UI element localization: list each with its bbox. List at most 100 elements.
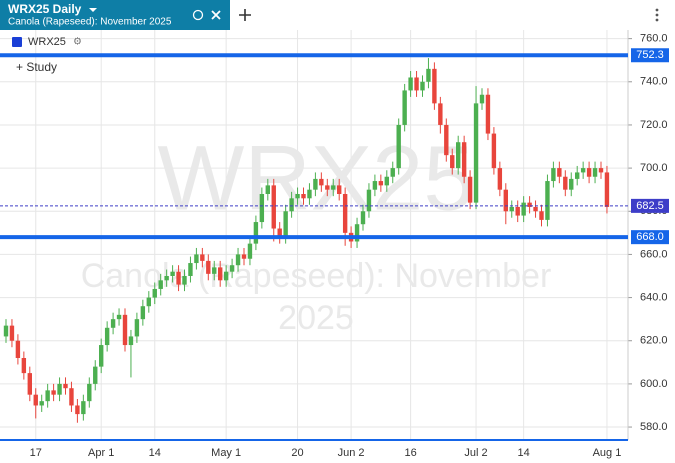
candle-body bbox=[527, 202, 532, 207]
y-tick-label: 720.0 bbox=[640, 119, 668, 131]
candle-body bbox=[325, 185, 330, 190]
candle-body bbox=[467, 176, 473, 203]
candle-body bbox=[45, 390, 50, 402]
candle-body bbox=[402, 90, 407, 125]
candle-body bbox=[188, 263, 193, 276]
settings-icon[interactable]: ⚙ bbox=[73, 37, 82, 48]
candle-body bbox=[301, 194, 306, 199]
candle-body bbox=[81, 401, 86, 415]
y-tick-label: 760.0 bbox=[640, 33, 668, 45]
level-label-box bbox=[631, 48, 669, 63]
candle-body bbox=[586, 168, 592, 177]
candle-body bbox=[158, 280, 163, 289]
candle-body bbox=[438, 103, 443, 125]
candle-body bbox=[545, 181, 550, 220]
candle-body bbox=[223, 271, 229, 281]
candle-body bbox=[479, 94, 485, 104]
level-label-box bbox=[631, 230, 669, 245]
candle-body bbox=[444, 124, 449, 156]
candle-body bbox=[342, 194, 348, 233]
candle-body bbox=[69, 388, 74, 406]
candle-body bbox=[57, 383, 62, 395]
watermark-text: 2025 bbox=[278, 299, 354, 337]
candle-body bbox=[247, 243, 253, 259]
candle-body bbox=[503, 189, 508, 212]
study-button[interactable]: + Study bbox=[16, 60, 57, 74]
add-tab-button[interactable] bbox=[239, 9, 251, 21]
candle-body bbox=[390, 168, 395, 177]
candle-body bbox=[176, 271, 181, 285]
candle-body bbox=[146, 297, 151, 307]
candle-body bbox=[414, 77, 419, 91]
candle-body bbox=[557, 168, 562, 177]
candle-body bbox=[319, 178, 324, 186]
watermark: WRX25 Canola (Rapeseed): November 2025 bbox=[81, 127, 552, 337]
candle-body bbox=[307, 189, 312, 199]
close-button[interactable] bbox=[211, 10, 221, 20]
x-tick-label: 17 bbox=[30, 447, 42, 459]
candle-body bbox=[259, 194, 265, 223]
candle-body bbox=[9, 325, 15, 341]
y-tick-label: 640.0 bbox=[640, 291, 668, 303]
y-tick-label: 700.0 bbox=[640, 162, 668, 174]
candle-body bbox=[87, 383, 92, 402]
tab-title: WRX25 Daily bbox=[8, 2, 82, 16]
candle-body bbox=[604, 172, 610, 207]
candle-body bbox=[212, 267, 217, 274]
candle-body bbox=[378, 181, 384, 186]
candle-body bbox=[229, 265, 235, 272]
candle-body bbox=[295, 194, 300, 199]
candle-body bbox=[33, 394, 38, 406]
candle-body bbox=[200, 254, 205, 261]
candle-body bbox=[218, 267, 223, 281]
tab[interactable] bbox=[0, 0, 230, 30]
grid: 580.0600.0620.0640.0660.0680.0700.0720.0… bbox=[0, 30, 668, 459]
candle-body bbox=[104, 327, 110, 346]
candle-body bbox=[93, 366, 98, 384]
candle-body bbox=[313, 178, 318, 190]
x-tick-label: 16 bbox=[404, 447, 416, 459]
candle-body bbox=[164, 276, 169, 281]
x-tick-label: 14 bbox=[518, 447, 530, 459]
candle-body bbox=[521, 202, 526, 216]
candle-body bbox=[456, 142, 461, 169]
candle-body bbox=[372, 181, 378, 190]
candle-body bbox=[473, 103, 479, 203]
candle-body bbox=[485, 94, 491, 134]
candle-body bbox=[241, 254, 247, 259]
candle-body bbox=[140, 306, 146, 320]
legend-swatch bbox=[12, 37, 22, 47]
candle-body bbox=[539, 211, 544, 220]
y-tick-label: 600.0 bbox=[640, 378, 668, 390]
candle-body bbox=[39, 401, 44, 406]
tab-subtitle: Canola (Rapeseed): November 2025 bbox=[8, 17, 172, 28]
candle-body bbox=[182, 276, 187, 285]
candle-body bbox=[27, 373, 32, 395]
candle-body bbox=[206, 260, 211, 274]
x-tick-label: 20 bbox=[291, 447, 303, 459]
candle-body bbox=[134, 319, 140, 337]
candle-body bbox=[128, 336, 134, 346]
y-tick-label: 740.0 bbox=[640, 76, 668, 88]
candle-body bbox=[426, 68, 431, 82]
candle-body bbox=[63, 383, 68, 389]
candle-body bbox=[271, 185, 276, 229]
candle-body bbox=[170, 271, 175, 276]
candle-body bbox=[331, 185, 336, 190]
candle-body bbox=[366, 189, 372, 212]
candle-body bbox=[509, 206, 514, 212]
x-tick-label: Apr 1 bbox=[88, 447, 114, 459]
x-tick-label: May 1 bbox=[211, 447, 241, 459]
level-label: 668.0 bbox=[636, 231, 664, 243]
candle-body bbox=[598, 168, 604, 173]
x-tick-label: 14 bbox=[149, 447, 161, 459]
circle-button[interactable] bbox=[192, 9, 204, 21]
dropdown-icon[interactable] bbox=[89, 8, 97, 12]
menu-button[interactable] bbox=[655, 8, 659, 22]
candle-body bbox=[21, 358, 27, 374]
candle-body bbox=[110, 319, 116, 328]
candle-body bbox=[450, 155, 455, 169]
candle-body bbox=[116, 314, 122, 320]
